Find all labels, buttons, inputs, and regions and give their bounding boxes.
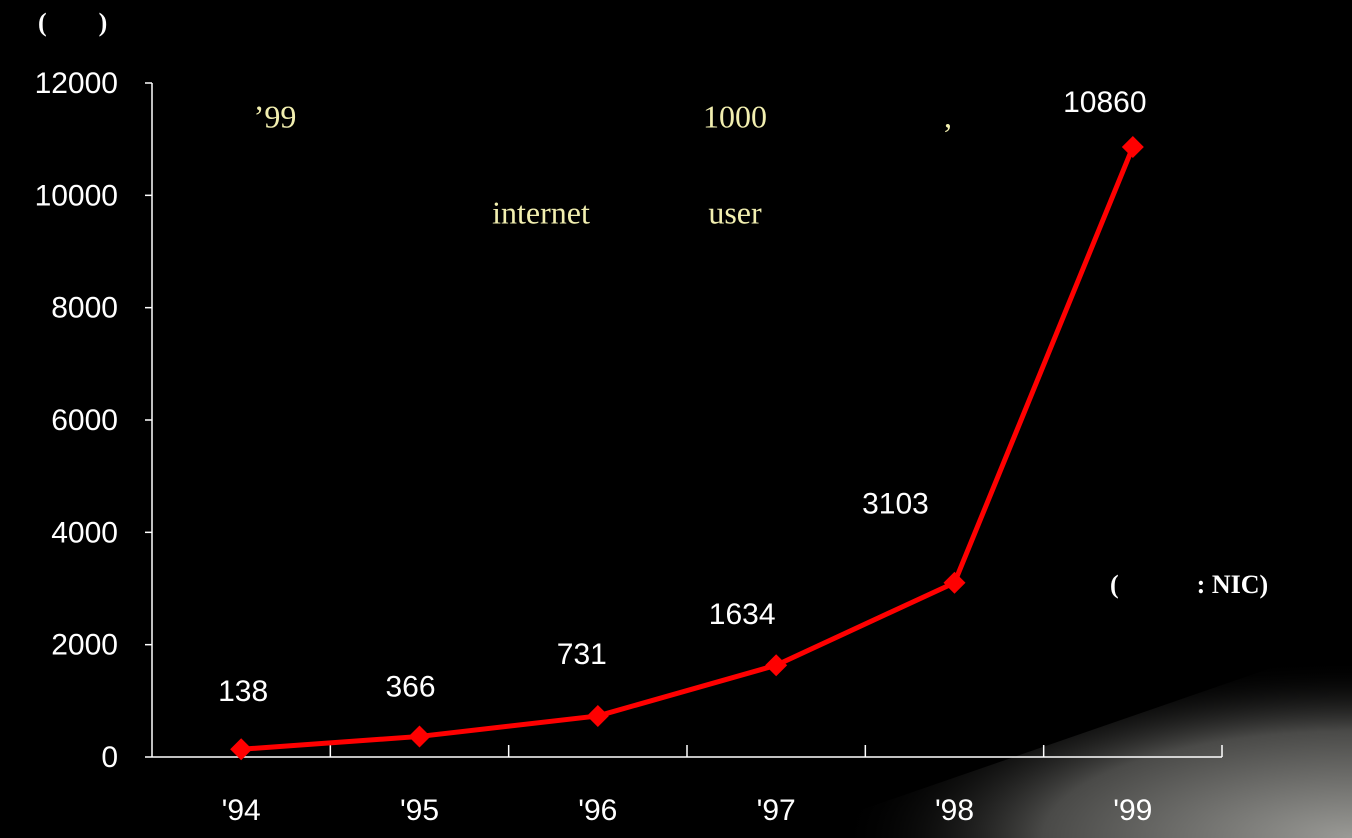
x-tick-label: '95 (400, 794, 439, 827)
marker (765, 654, 788, 677)
unit-label: ( ) (38, 8, 107, 37)
line (240, 146, 1136, 752)
marker (1121, 136, 1144, 159)
y-tick-label: 4000 (51, 516, 118, 549)
x-tick-label: '94 (222, 794, 261, 827)
source-note: ( : NIC) (1110, 570, 1268, 599)
data-label: 1634 (709, 598, 776, 631)
annotation: internet (492, 194, 590, 230)
annotation: ’99 (254, 98, 297, 134)
marker (586, 704, 609, 727)
x-tick-label: '98 (935, 794, 974, 827)
background-photo (780, 640, 1352, 838)
annotation: , (944, 98, 952, 134)
x-tick-label: '96 (578, 794, 617, 827)
y-tick-label: 6000 (51, 404, 118, 437)
data-label: 731 (557, 638, 607, 671)
marker (230, 738, 253, 761)
annotation: 1000 (703, 98, 767, 134)
y-tick-label: 8000 (51, 292, 118, 325)
annotation: user (708, 194, 762, 230)
data-label: 3103 (862, 488, 929, 521)
marker (943, 571, 966, 594)
data-label: 138 (218, 675, 268, 708)
y-tick-label: 2000 (51, 629, 118, 662)
y-tick-label: 0 (101, 741, 118, 774)
marker (408, 725, 431, 748)
y-tick-label: 12000 (35, 67, 118, 100)
x-tick-label: '97 (757, 794, 796, 827)
data-label: 366 (385, 670, 435, 703)
x-tick-label: '99 (1113, 794, 1152, 827)
data-label: 10860 (1063, 86, 1146, 119)
y-tick-label: 10000 (35, 179, 118, 212)
